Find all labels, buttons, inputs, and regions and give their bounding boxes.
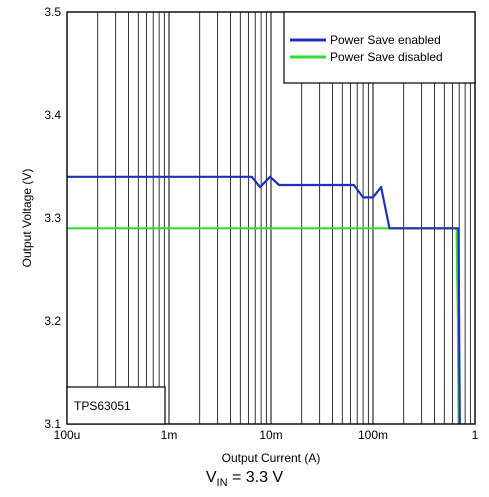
- annotation-label: TPS63051: [74, 399, 131, 413]
- y-tick-label: 3.2: [44, 314, 61, 328]
- grid: [66, 12, 471, 424]
- x-tick-label: 10m: [259, 428, 282, 442]
- plot-frame: [66, 11, 476, 425]
- x-tick-label: 1: [472, 428, 479, 442]
- x-axis-title: Output Current (A): [222, 451, 321, 465]
- y-axis-title: Output Voltage (V): [20, 169, 34, 268]
- y-tick-labels: 3.1 3.2 3.3 3.4 3.5: [44, 5, 61, 431]
- annotation-box: [66, 386, 166, 425]
- caption-suffix: = 3.3 V: [227, 469, 284, 486]
- legend-label-power-save-enabled: Power Save enabled: [330, 33, 441, 47]
- x-tick-labels: 100u 1m 10m 100m 1: [54, 428, 479, 442]
- series-lines: [67, 175, 461, 425]
- caption: VIN = 3.3 V: [0, 469, 489, 489]
- caption-subscript: IN: [216, 477, 228, 490]
- y-tick-label: 3.5: [44, 5, 61, 19]
- legend-label-power-save-disabled: Power Save disabled: [330, 50, 443, 64]
- legend: Power Save enabled Power Save disabled: [283, 11, 476, 84]
- x-tick-label: 1m: [161, 428, 178, 442]
- device-annotation: TPS63051: [66, 386, 166, 425]
- x-tick-label: 100u: [54, 428, 81, 442]
- series-line-power-save-disabled: [67, 227, 460, 425]
- legend-box: [283, 11, 476, 84]
- series-line-power-save-enabled: [67, 175, 461, 425]
- y-tick-label: 3.3: [44, 211, 61, 225]
- caption-prefix: V: [205, 469, 217, 486]
- y-tick-label: 3.4: [44, 108, 61, 122]
- y-tick-label: 3.1: [44, 417, 61, 431]
- x-tick-label: 100m: [358, 428, 388, 442]
